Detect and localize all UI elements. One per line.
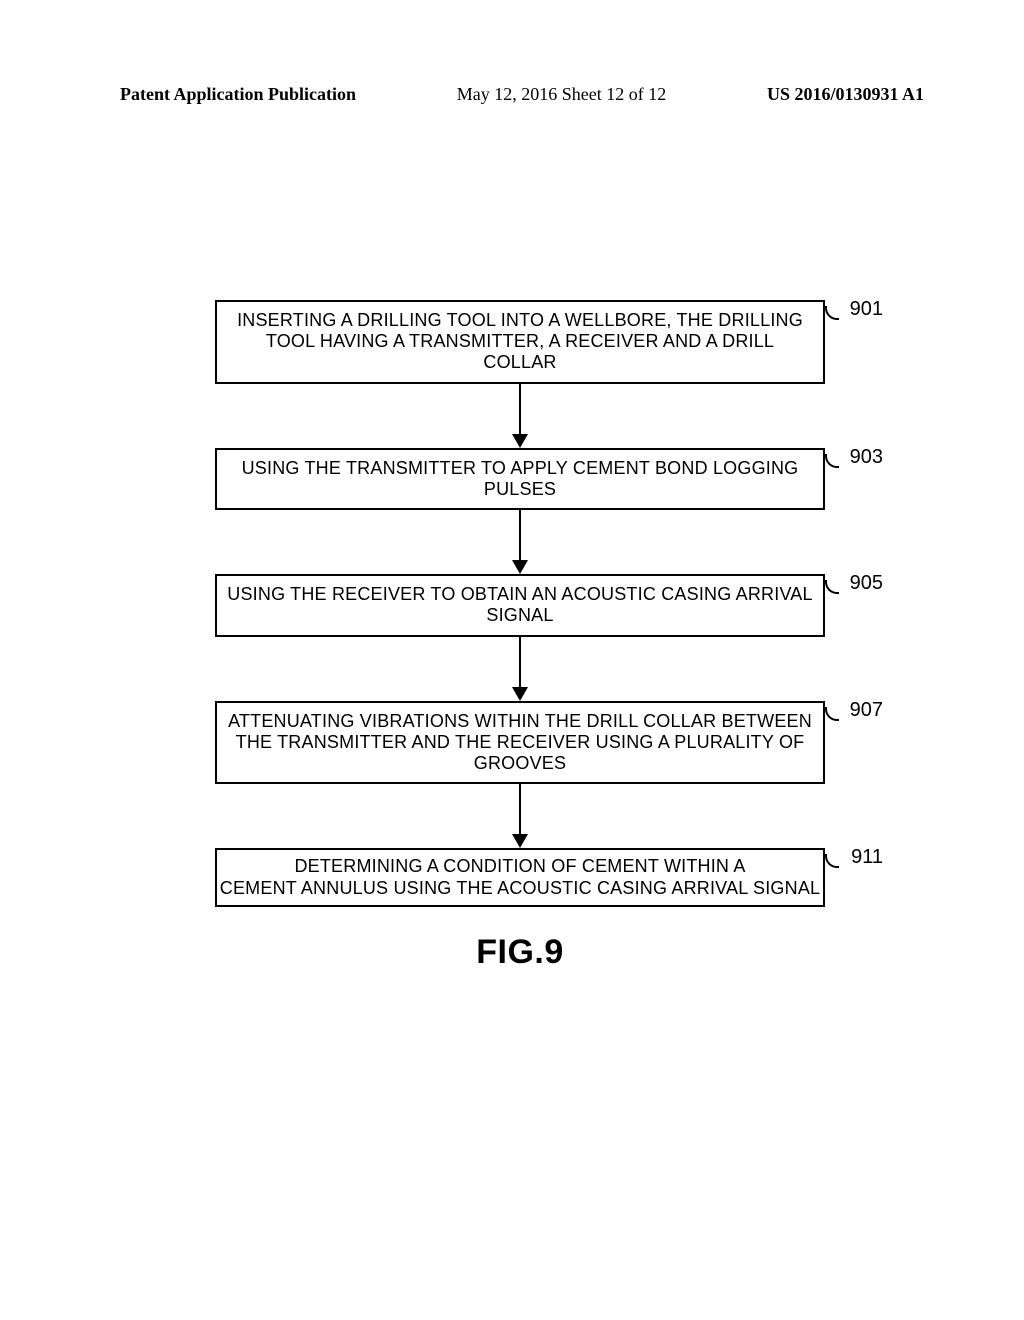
flow-step-911: DETERMINING A CONDITION OF CEMENT WITHIN… [215, 848, 825, 906]
flow-step-905: USING THE RECEIVER TO OBTAIN AN ACOUSTIC… [215, 574, 825, 636]
ref-number: 911 [851, 846, 883, 869]
flow-box: DETERMINING A CONDITION OF CEMENT WITHIN… [215, 848, 825, 906]
ref-number: 903 [850, 446, 883, 469]
ref-number: 905 [850, 572, 883, 595]
arrow-head-icon [512, 834, 528, 848]
arrow-line [519, 510, 521, 560]
arrow-head-icon [512, 434, 528, 448]
flow-arrow-icon [519, 637, 521, 701]
flow-arrow-icon [519, 784, 521, 848]
ref-number: 907 [850, 699, 883, 722]
flow-box: USING THE RECEIVER TO OBTAIN AN ACOUSTIC… [215, 574, 825, 636]
flow-step-901: INSERTING A DRILLING TOOL INTO A WELLBOR… [215, 300, 825, 384]
ref-leader-icon [825, 306, 839, 320]
patent-page: Patent Application Publication May 12, 2… [0, 0, 1024, 1320]
ref-leader-icon [825, 854, 839, 868]
flow-arrow-icon [519, 510, 521, 574]
ref-leader-icon [825, 454, 839, 468]
ref-leader-icon [825, 580, 839, 594]
ref-number: 901 [850, 298, 883, 321]
flow-box: ATTENUATING VIBRATIONS WITHIN THE DRILL … [215, 701, 825, 785]
flowchart: INSERTING A DRILLING TOOL INTO A WELLBOR… [150, 300, 890, 972]
flow-box: INSERTING A DRILLING TOOL INTO A WELLBOR… [215, 300, 825, 384]
flow-step-903: USING THE TRANSMITTER TO APPLY CEMENT BO… [215, 448, 825, 510]
flow-step-907: ATTENUATING VIBRATIONS WITHIN THE DRILL … [215, 701, 825, 785]
header-publication: Patent Application Publication [120, 84, 356, 105]
arrow-line [519, 784, 521, 834]
flow-arrow-icon [519, 384, 521, 448]
header-docket: US 2016/0130931 A1 [767, 84, 924, 105]
arrow-line [519, 384, 521, 434]
page-header: Patent Application Publication May 12, 2… [120, 84, 924, 105]
figure-label: FIG.9 [476, 933, 564, 972]
arrow-head-icon [512, 560, 528, 574]
flow-box: USING THE TRANSMITTER TO APPLY CEMENT BO… [215, 448, 825, 510]
ref-leader-icon [825, 707, 839, 721]
header-sheet: May 12, 2016 Sheet 12 of 12 [457, 84, 666, 105]
arrow-head-icon [512, 687, 528, 701]
arrow-line [519, 637, 521, 687]
